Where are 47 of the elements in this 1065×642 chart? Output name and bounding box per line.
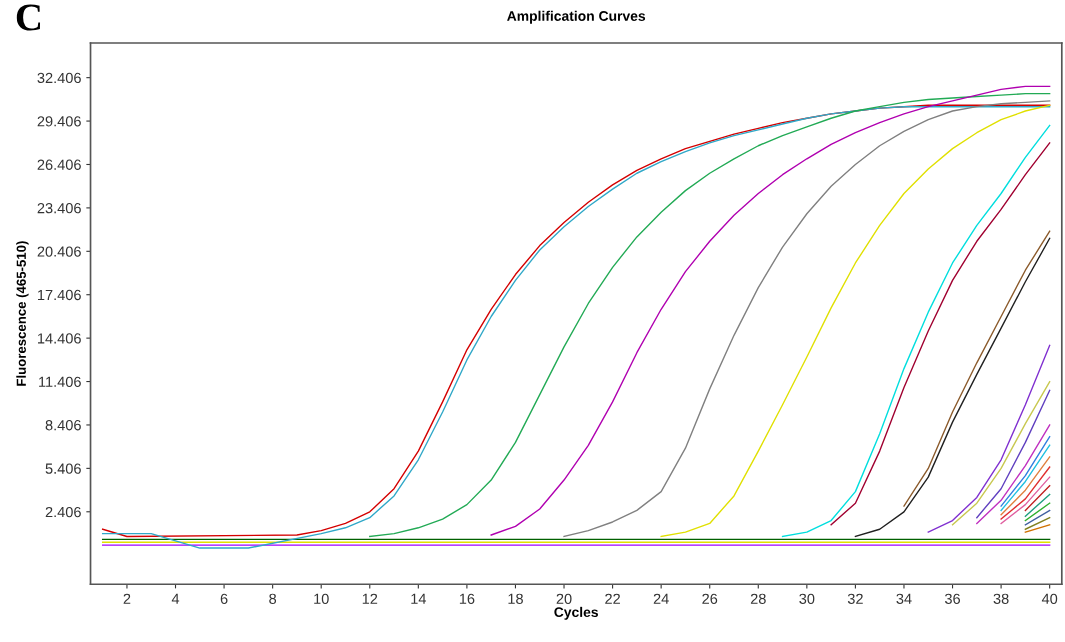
x-tick-label: 30	[799, 593, 815, 604]
x-tick-label: 14	[411, 593, 427, 604]
y-tick-label: 11.406	[39, 376, 81, 387]
line-series	[369, 92, 1051, 538]
chart-title: Amplification Curves	[507, 10, 646, 24]
x-tick-label: 22	[605, 593, 620, 604]
y-tick-label: 14.406	[38, 333, 81, 344]
x-tick-label: 18	[508, 593, 523, 604]
x-tick-label: 40	[1041, 593, 1058, 604]
x-axis-title: Cycles	[554, 606, 598, 620]
x-tick-label: 16	[459, 593, 475, 604]
x-tick-label: 34	[896, 593, 912, 604]
line-series	[951, 380, 1051, 526]
line-series	[490, 85, 1051, 536]
y-tick-label: 26.406	[37, 159, 81, 170]
x-tick-label: 38	[993, 593, 1009, 604]
y-tick-label: 20.406	[37, 246, 81, 257]
x-tick-label: 28	[750, 593, 766, 604]
x-tick-label: 8	[269, 593, 277, 604]
line-series	[976, 389, 1051, 519]
line-series	[781, 124, 1051, 538]
line-series	[660, 104, 1051, 538]
line-series	[854, 237, 1051, 538]
line-series	[927, 344, 1051, 533]
y-tick-label: 5.406	[45, 463, 81, 474]
line-series	[830, 142, 1051, 526]
x-tick-label: 36	[944, 593, 961, 604]
x-tick-label: 24	[653, 593, 669, 604]
y-tick-label: 32.406	[37, 72, 81, 84]
x-tick-label: 32	[847, 593, 863, 604]
y-tick-label: 23.406	[37, 202, 81, 214]
x-tick-label: 20	[556, 593, 572, 604]
x-tick-label: 4	[171, 593, 180, 604]
x-tick-label: 6	[220, 593, 228, 604]
y-tick-label: 2.406	[45, 506, 81, 518]
y-tick-label: 8.406	[45, 420, 81, 431]
line-series	[903, 230, 1051, 507]
x-tick-label: 26	[702, 593, 718, 604]
x-tick-label: 2	[123, 593, 131, 604]
y-tick-label: 29.406	[37, 116, 81, 127]
y-axis-title: Fluorescence (465-510)	[16, 241, 29, 386]
y-tick-label: 17.406	[38, 289, 81, 301]
x-tick-label: 10	[314, 593, 329, 604]
line-series	[563, 100, 1051, 538]
x-tick-label: 12	[362, 593, 378, 604]
line-series	[976, 424, 1051, 525]
text: C	[16, 4, 41, 31]
